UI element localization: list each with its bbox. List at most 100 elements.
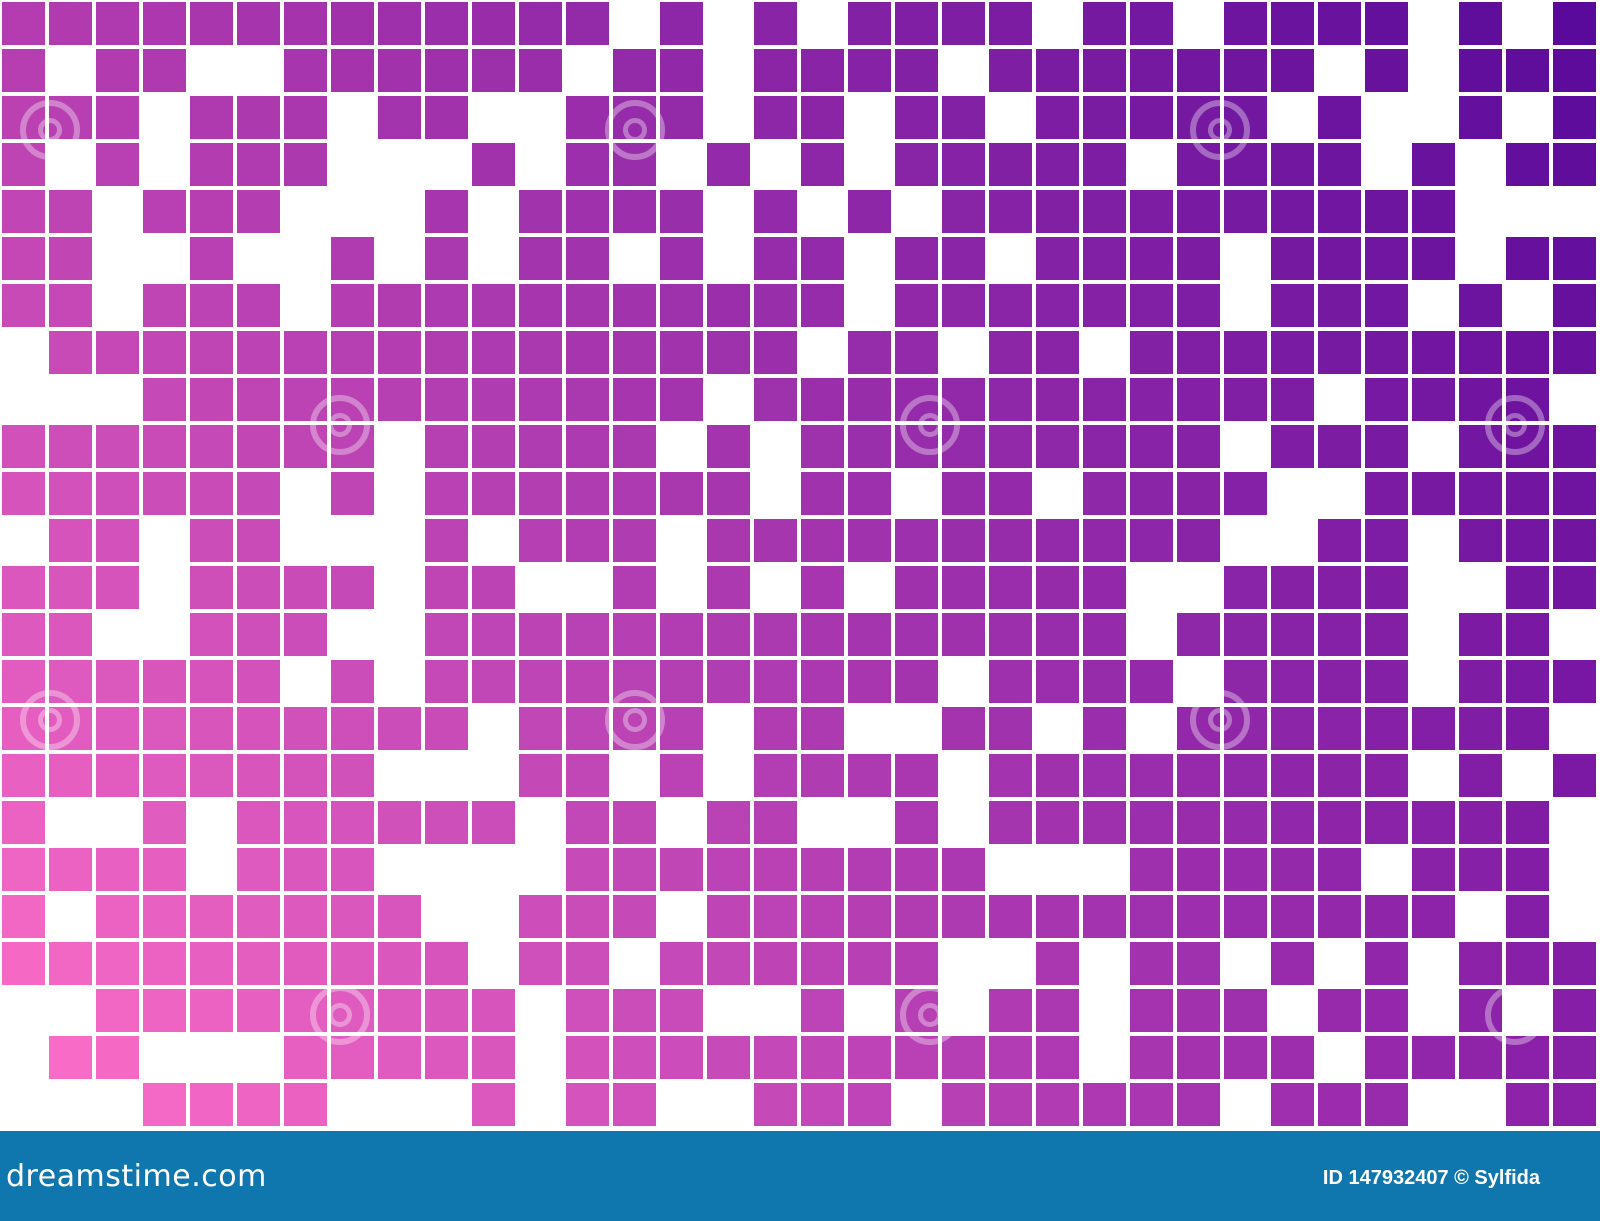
mosaic-tile <box>1459 472 1502 515</box>
mosaic-tile <box>707 331 750 374</box>
mosaic-tile <box>1365 519 1408 562</box>
mosaic-tile <box>519 942 562 985</box>
mosaic-tile <box>96 2 139 45</box>
mosaic-tile <box>848 49 891 92</box>
mosaic-tile <box>237 613 280 656</box>
mosaic-tile <box>1083 754 1126 797</box>
mosaic-tile <box>1553 1036 1596 1079</box>
mosaic-tile <box>848 895 891 938</box>
mosaic-tile <box>49 237 92 280</box>
mosaic-tile <box>1318 801 1361 844</box>
mosaic-tile <box>1036 284 1079 327</box>
mosaic-tile <box>895 754 938 797</box>
mosaic-tile <box>519 754 562 797</box>
mosaic-tile <box>613 989 656 1032</box>
mosaic-tile <box>1036 143 1079 186</box>
mosaic-tile <box>331 331 374 374</box>
mosaic-tile <box>1130 895 1173 938</box>
mosaic-tile <box>237 707 280 750</box>
mosaic-tile <box>848 754 891 797</box>
mosaic-tile <box>801 754 844 797</box>
dreamstime-logo[interactable]: dreamstime.com <box>6 1159 267 1194</box>
mosaic-tile <box>566 472 609 515</box>
mosaic-tile <box>566 96 609 139</box>
mosaic-tile <box>754 895 797 938</box>
mosaic-tile <box>660 848 703 891</box>
mosaic-tile <box>331 848 374 891</box>
mosaic-tile <box>1365 1036 1408 1079</box>
watermark-spiral-icon <box>1485 395 1545 455</box>
mosaic-tile <box>1318 2 1361 45</box>
mosaic-tile <box>660 989 703 1032</box>
mosaic-tile <box>754 1036 797 1079</box>
mosaic-tile <box>1412 378 1455 421</box>
mosaic-tile <box>942 895 985 938</box>
mosaic-tile <box>1130 378 1173 421</box>
mosaic-tile <box>143 707 186 750</box>
mosaic-tile <box>2 49 45 92</box>
mosaic-tile <box>378 1036 421 1079</box>
watermark-spiral-icon <box>20 100 80 160</box>
mosaic-tile <box>801 660 844 703</box>
mosaic-tile <box>1130 237 1173 280</box>
mosaic-tile <box>96 96 139 139</box>
mosaic-tile <box>1412 895 1455 938</box>
mosaic-tile <box>331 660 374 703</box>
mosaic-tile <box>378 2 421 45</box>
mosaic-tile <box>942 613 985 656</box>
mosaic-tile <box>1130 989 1173 1032</box>
mosaic-tile <box>660 284 703 327</box>
mosaic-tile <box>1459 96 1502 139</box>
mosaic-tile <box>566 237 609 280</box>
mosaic-tile <box>425 660 468 703</box>
mosaic-pattern <box>2 2 1596 1126</box>
mosaic-tile <box>284 801 327 844</box>
mosaic-tile <box>1083 1083 1126 1126</box>
mosaic-tile <box>1083 237 1126 280</box>
mosaic-tile <box>190 989 233 1032</box>
mosaic-tile <box>1271 190 1314 233</box>
mosaic-tile <box>2 942 45 985</box>
mosaic-tile <box>848 613 891 656</box>
mosaic-tile <box>190 1083 233 1126</box>
mosaic-tile <box>1083 143 1126 186</box>
mosaic-tile <box>96 1036 139 1079</box>
mosaic-tile <box>942 1036 985 1079</box>
mosaic-tile <box>942 472 985 515</box>
mosaic-tile <box>754 660 797 703</box>
watermark-spiral-icon <box>310 985 370 1045</box>
mosaic-tile <box>566 190 609 233</box>
mosaic-tile <box>1365 49 1408 92</box>
mosaic-tile <box>1412 190 1455 233</box>
mosaic-tile <box>801 942 844 985</box>
mosaic-tile <box>566 848 609 891</box>
mosaic-tile <box>1506 660 1549 703</box>
mosaic-tile <box>1036 801 1079 844</box>
mosaic-tile <box>1083 519 1126 562</box>
mosaic-tile <box>801 378 844 421</box>
mosaic-tile <box>801 848 844 891</box>
mosaic-tile <box>1224 566 1267 609</box>
mosaic-tile <box>96 942 139 985</box>
mosaic-tile <box>425 378 468 421</box>
mosaic-tile <box>237 331 280 374</box>
mosaic-tile <box>1224 989 1267 1032</box>
mosaic-tile <box>1365 895 1408 938</box>
mosaic-tile <box>895 2 938 45</box>
mosaic-tile <box>425 425 468 468</box>
mosaic-tile <box>49 519 92 562</box>
mosaic-tile <box>2 848 45 891</box>
mosaic-tile <box>1365 425 1408 468</box>
mosaic-tile <box>942 190 985 233</box>
mosaic-tile <box>848 1036 891 1079</box>
mosaic-tile <box>96 989 139 1032</box>
mosaic-tile <box>425 942 468 985</box>
mosaic-tile <box>566 425 609 468</box>
mosaic-tile <box>1318 519 1361 562</box>
mosaic-tile <box>707 566 750 609</box>
mosaic-tile <box>237 284 280 327</box>
mosaic-tile <box>237 942 280 985</box>
watermark-spiral-icon <box>605 690 665 750</box>
mosaic-tile <box>143 660 186 703</box>
mosaic-tile <box>1365 801 1408 844</box>
